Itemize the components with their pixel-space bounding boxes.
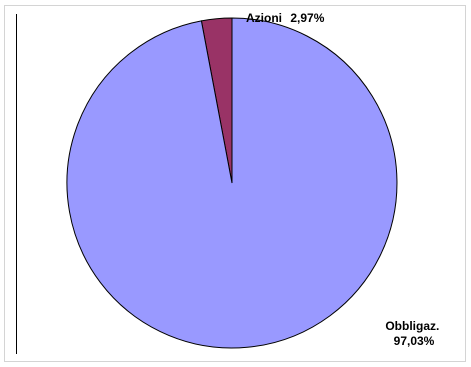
- chart-area: [4, 5, 466, 362]
- label-azioni: Azioni 2,97%: [246, 11, 325, 25]
- label-azioni-name: Azioni: [246, 11, 282, 25]
- pie-slices: [66, 17, 398, 349]
- label-obbligaz-value: 97,03%: [394, 334, 435, 348]
- label-obbligaz-name: Obbligaz.: [385, 319, 439, 333]
- label-azioni-value: 2,97%: [290, 11, 324, 25]
- pie-slice-obbligaz: [66, 17, 398, 349]
- label-obbligaz: Obbligaz. 97,03%: [385, 319, 442, 348]
- left-divider-line: [16, 14, 17, 354]
